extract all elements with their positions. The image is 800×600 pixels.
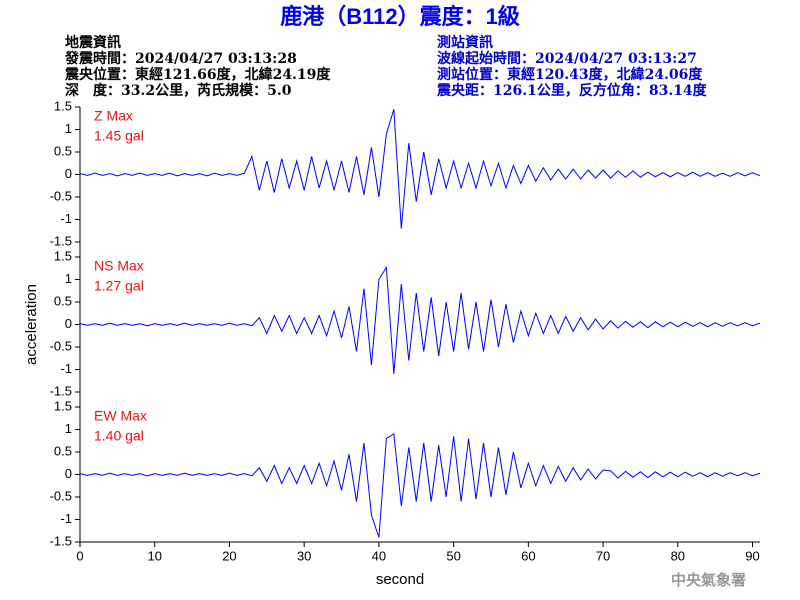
info-left: 發震時間：2024/04/27 03:13:28: [64, 50, 297, 67]
y-tick-label: 1.5: [54, 98, 72, 113]
title: 鹿港（B112）震度：1級: [280, 4, 520, 29]
footer: 中央氣象署: [671, 571, 746, 589]
y-tick-label: -1.5: [50, 383, 72, 398]
component-label: Z Max: [94, 108, 133, 124]
x-tick-label: 90: [745, 548, 759, 563]
x-axis-label: second: [376, 571, 424, 588]
max-label: 1.40 gal: [94, 428, 144, 444]
component-label: EW Max: [94, 408, 147, 424]
y-tick-label: -1: [60, 211, 72, 226]
x-tick-label: 80: [671, 548, 685, 563]
x-tick-label: 0: [76, 548, 83, 563]
x-tick-label: 30: [297, 548, 311, 563]
y-tick-label: 1.5: [54, 398, 72, 413]
x-tick-label: 50: [446, 548, 460, 563]
info-right: 測站資訊: [437, 34, 493, 51]
x-tick-label: 60: [521, 548, 535, 563]
y-tick-label: -1: [60, 511, 72, 526]
y-tick-label: -0.5: [50, 188, 72, 203]
info-left: 深 度：33.2公里，芮氏規模：5.0: [65, 82, 292, 99]
x-tick-label: 10: [147, 548, 161, 563]
info-left: 地震資訊: [65, 34, 121, 51]
y-tick-label: 1: [65, 121, 72, 136]
x-tick-label: 20: [222, 548, 236, 563]
info-right: 震央距：126.1公里，反方位角：83.14度: [436, 82, 708, 99]
y-tick-label: -1.5: [50, 533, 72, 548]
info-right: 波線起始時間：2024/04/27 03:13:27: [437, 50, 697, 67]
waveform: [79, 109, 761, 229]
y-axis-label: acceleration: [23, 284, 40, 365]
x-tick-label: 70: [596, 548, 610, 563]
y-tick-label: 1: [65, 271, 72, 286]
x-tick-label: 40: [372, 548, 386, 563]
y-tick-label: -0.5: [50, 488, 72, 503]
y-tick-label: -1: [60, 361, 72, 376]
y-tick-label: 0: [65, 316, 72, 331]
max-label: 1.27 gal: [94, 278, 144, 294]
info-right: 測站位置：東經120.43度，北緯24.06度: [437, 66, 703, 83]
y-tick-label: 0.5: [54, 143, 72, 158]
y-tick-label: 0.5: [54, 293, 72, 308]
y-tick-label: 0.5: [54, 443, 72, 458]
waveform: [79, 433, 761, 538]
y-tick-label: 0: [65, 466, 72, 481]
y-tick-label: -1.5: [50, 233, 72, 248]
info-left: 震央位置：東經121.66度，北緯24.19度: [64, 66, 331, 83]
component-label: NS Max: [94, 258, 144, 274]
y-tick-label: 1.5: [54, 248, 72, 263]
max-label: 1.45 gal: [94, 128, 144, 144]
y-tick-label: 1: [65, 421, 72, 436]
y-tick-label: 0: [65, 166, 72, 181]
y-tick-label: -0.5: [50, 338, 72, 353]
waveform: [79, 265, 761, 375]
